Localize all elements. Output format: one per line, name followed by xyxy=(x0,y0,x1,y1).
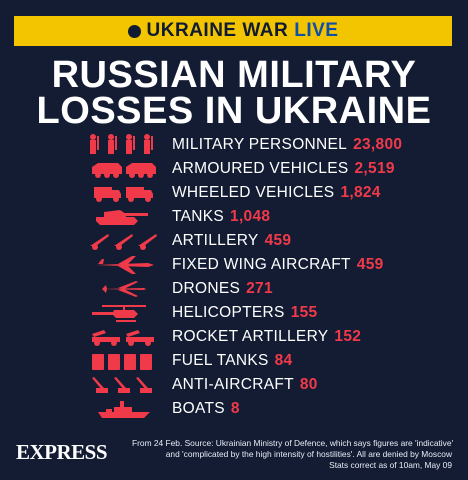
loss-value: 8 xyxy=(230,400,240,417)
fuel-tank-icon xyxy=(92,354,152,370)
stats-date: Stats correct as of 10am, May 09 xyxy=(329,460,452,470)
loss-value: 84 xyxy=(274,352,293,369)
loss-row: HELICOPTERS 155 xyxy=(0,301,468,325)
source-line-1: From 24 Feb. Source: Ukrainian Ministry … xyxy=(132,438,454,448)
tank-icon xyxy=(96,210,148,225)
jet-icon xyxy=(96,256,154,274)
loss-row: FIXED WING AIRCRAFT 459 xyxy=(0,253,468,277)
rocket-launcher-icon xyxy=(92,330,154,346)
express-logo: EXPRESS xyxy=(16,440,108,464)
loss-label: MILITARY PERSONNEL xyxy=(172,136,348,153)
loss-row: TANKS 1,048 xyxy=(0,205,468,229)
loss-label: DRONES xyxy=(172,280,241,297)
loss-label: FUEL TANKS xyxy=(172,352,269,369)
loss-label: HELICOPTERS xyxy=(172,304,285,321)
loss-row: MILITARY PERSONNEL 23,800 xyxy=(0,133,468,157)
banner-title: UKRAINE WAR xyxy=(146,20,289,41)
loss-row: ARMOURED VEHICLES 2,519 xyxy=(0,157,468,181)
loss-row: ROCKET ARTILLERY 152 xyxy=(0,325,468,349)
boat-icon xyxy=(98,401,150,418)
loss-value: 459 xyxy=(264,232,292,249)
source-line-2: and 'complicated by the high intensity o… xyxy=(165,449,452,459)
loss-label: ARTILLERY xyxy=(172,232,259,249)
loss-label: ROCKET ARTILLERY xyxy=(172,328,329,345)
loss-label: ANTI-AIRCRAFT xyxy=(172,376,294,393)
artillery-icon xyxy=(90,234,157,250)
loss-label: WHEELED VEHICLES xyxy=(172,184,335,201)
loss-value: 23,800 xyxy=(353,136,403,153)
armoured-vehicle-icon xyxy=(92,163,156,178)
loss-label: TANKS xyxy=(172,208,225,225)
loss-row: WHEELED VEHICLES 1,824 xyxy=(0,181,468,205)
soldiers-icon xyxy=(90,134,153,154)
loss-label: ARMOURED VEHICLES xyxy=(172,160,349,177)
live-banner: UKRAINE WAR LIVE xyxy=(14,16,452,46)
loss-row: FUEL TANKS 84 xyxy=(0,349,468,373)
loss-row: DRONES 271 xyxy=(0,277,468,301)
truck-icon xyxy=(94,187,153,202)
loss-value: 1,824 xyxy=(340,184,381,201)
anti-aircraft-icon xyxy=(92,377,152,393)
headline-line-2: LOSSES IN UKRAINE xyxy=(36,90,432,132)
loss-value: 80 xyxy=(299,376,318,393)
loss-value: 155 xyxy=(290,304,318,321)
loss-label: FIXED WING AIRCRAFT xyxy=(172,256,351,273)
source-note: From 24 Feb. Source: Ukrainian Ministry … xyxy=(132,438,454,471)
headline-line-1: RUSSIAN MILITARY xyxy=(51,54,417,96)
loss-row: ARTILLERY 459 xyxy=(0,229,468,253)
loss-row: BOATS 8 xyxy=(0,397,468,421)
live-dot-icon xyxy=(127,24,141,38)
loss-value: 1,048 xyxy=(230,208,271,225)
loss-value: 459 xyxy=(356,256,384,273)
loss-row: ANTI-AIRCRAFT 80 xyxy=(0,373,468,397)
loss-value: 271 xyxy=(246,280,273,297)
drone-icon xyxy=(102,281,146,297)
banner-live-label: LIVE xyxy=(294,20,339,41)
loss-value: 152 xyxy=(334,328,362,345)
helicopter-icon xyxy=(92,305,146,322)
loss-value: 2,519 xyxy=(354,160,395,177)
loss-label: BOATS xyxy=(172,400,225,417)
